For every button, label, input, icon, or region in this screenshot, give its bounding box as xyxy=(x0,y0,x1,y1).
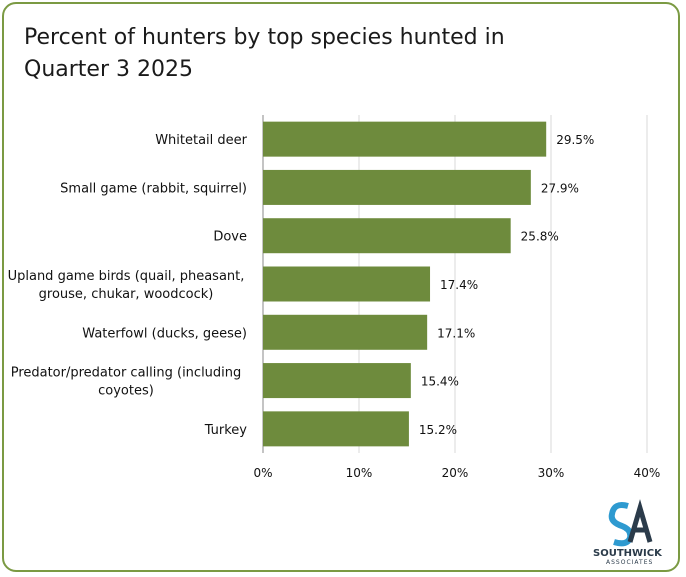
bar xyxy=(263,363,411,399)
value-labels: 29.5% 27.9% 25.8% 17.4% 17.1% 15.4% 15.2% xyxy=(419,133,594,437)
category-label: Turkey xyxy=(204,423,248,438)
x-tick-label: 0% xyxy=(253,466,272,480)
bar xyxy=(263,266,431,302)
x-tick-label: 40% xyxy=(634,466,661,480)
value-label: 29.5% xyxy=(556,133,594,147)
bar xyxy=(263,218,511,254)
bar xyxy=(263,121,547,157)
value-label: 17.4% xyxy=(440,278,478,292)
x-tick-label: 30% xyxy=(538,466,565,480)
value-label: 15.4% xyxy=(421,375,459,389)
bar xyxy=(263,411,409,447)
logo-a-shape xyxy=(627,499,653,543)
x-tick-label: 20% xyxy=(442,466,469,480)
category-label: Waterfowl (ducks, geese) xyxy=(82,326,247,341)
chart-title: Percent of hunters by top species hunted… xyxy=(24,25,505,82)
bar xyxy=(263,314,428,350)
logo-s-shape xyxy=(608,502,634,547)
category-label: Dove xyxy=(213,230,247,245)
value-label: 27.9% xyxy=(541,181,579,195)
category-label: Predator/predator calling (including coyo… xyxy=(11,366,242,399)
x-tick-label: 10% xyxy=(346,466,373,480)
value-label: 15.2% xyxy=(419,423,457,437)
category-label: Small game (rabbit, squirrel) xyxy=(60,181,247,196)
bar xyxy=(263,169,531,205)
logo-name: SOUTHWICK xyxy=(593,548,663,559)
value-label: 17.1% xyxy=(437,326,475,340)
category-label: Upland game birds (quail, pheasant, grous… xyxy=(8,269,245,302)
category-label: Whitetail deer xyxy=(155,133,247,148)
logo-sub: ASSOCIATES xyxy=(606,559,653,566)
x-axis-ticks: 0% 10% 20% 30% 40% xyxy=(253,466,660,480)
bars xyxy=(263,121,547,447)
value-label: 25.8% xyxy=(521,230,559,244)
category-labels: Whitetail deer Small game (rabbit, squirr… xyxy=(8,133,248,438)
southwick-logo: SOUTHWICK ASSOCIATES xyxy=(593,499,663,566)
